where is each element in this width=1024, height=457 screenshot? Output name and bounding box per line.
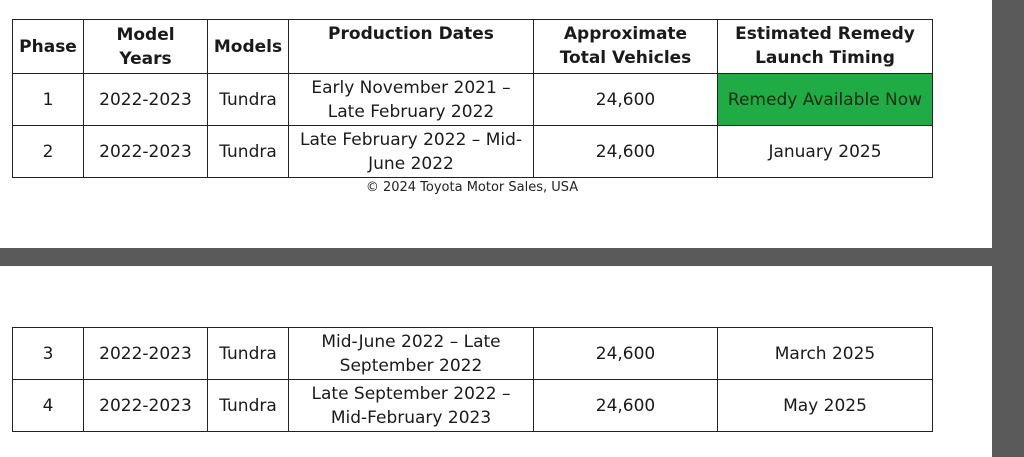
cell-production-dates: Late September 2022 – Mid-February 2023 <box>288 379 534 432</box>
table-row: 4 2022-2023 Tundra Late September 2022 –… <box>12 379 933 432</box>
cell-model-years: 2022-2023 <box>83 73 208 126</box>
cell-model: Tundra <box>207 125 289 178</box>
table-row: 1 2022-2023 Tundra Early November 2021 –… <box>12 73 933 126</box>
cell-phase: 2 <box>12 125 84 178</box>
recall-phase-table: Phase Model Years Models Production Date… <box>12 19 933 178</box>
cell-phase: 1 <box>12 73 84 126</box>
cell-vehicles: 24,600 <box>533 73 718 126</box>
cell-phase: 3 <box>12 327 84 380</box>
document-page-2: 3 2022-2023 Tundra Mid-June 2022 – Late … <box>0 266 992 457</box>
table-row: 2 2022-2023 Tundra Late February 2022 – … <box>12 125 933 178</box>
copyright-notice: © 2024 Toyota Motor Sales, USA <box>365 180 579 195</box>
cell-remedy-timing: May 2025 <box>717 379 933 432</box>
cell-phase: 4 <box>12 379 84 432</box>
header-model-years: Model Years <box>83 19 208 74</box>
cell-model-years: 2022-2023 <box>83 125 208 178</box>
cell-model-years: 2022-2023 <box>83 379 208 432</box>
cell-model: Tundra <box>207 327 289 380</box>
cell-vehicles: 24,600 <box>533 379 718 432</box>
cell-model: Tundra <box>207 73 289 126</box>
cell-production-dates: Mid-June 2022 – Late September 2022 <box>288 327 534 380</box>
cell-remedy-available-now: Remedy Available Now <box>717 73 933 126</box>
viewer-scroll-gutter <box>992 0 1024 457</box>
header-models: Models <box>207 19 289 74</box>
header-remedy-timing: Estimated Remedy Launch Timing <box>717 19 933 74</box>
cell-production-dates: Early November 2021 – Late February 2022 <box>288 73 534 126</box>
recall-phase-table-continued: 3 2022-2023 Tundra Mid-June 2022 – Late … <box>12 327 933 432</box>
cell-model: Tundra <box>207 379 289 432</box>
cell-model-years: 2022-2023 <box>83 327 208 380</box>
cell-vehicles: 24,600 <box>533 327 718 380</box>
cell-production-dates: Late February 2022 – Mid-June 2022 <box>288 125 534 178</box>
cell-remedy-timing: January 2025 <box>717 125 933 178</box>
header-approx-total-vehicles: Approximate Total Vehicles <box>533 19 718 74</box>
header-phase: Phase <box>12 19 84 74</box>
header-production-dates: Production Dates <box>288 19 534 74</box>
table-header-row: Phase Model Years Models Production Date… <box>12 19 933 74</box>
cell-remedy-timing: March 2025 <box>717 327 933 380</box>
document-page-1: Phase Model Years Models Production Date… <box>0 0 992 248</box>
cell-vehicles: 24,600 <box>533 125 718 178</box>
table-row: 3 2022-2023 Tundra Mid-June 2022 – Late … <box>12 327 933 380</box>
